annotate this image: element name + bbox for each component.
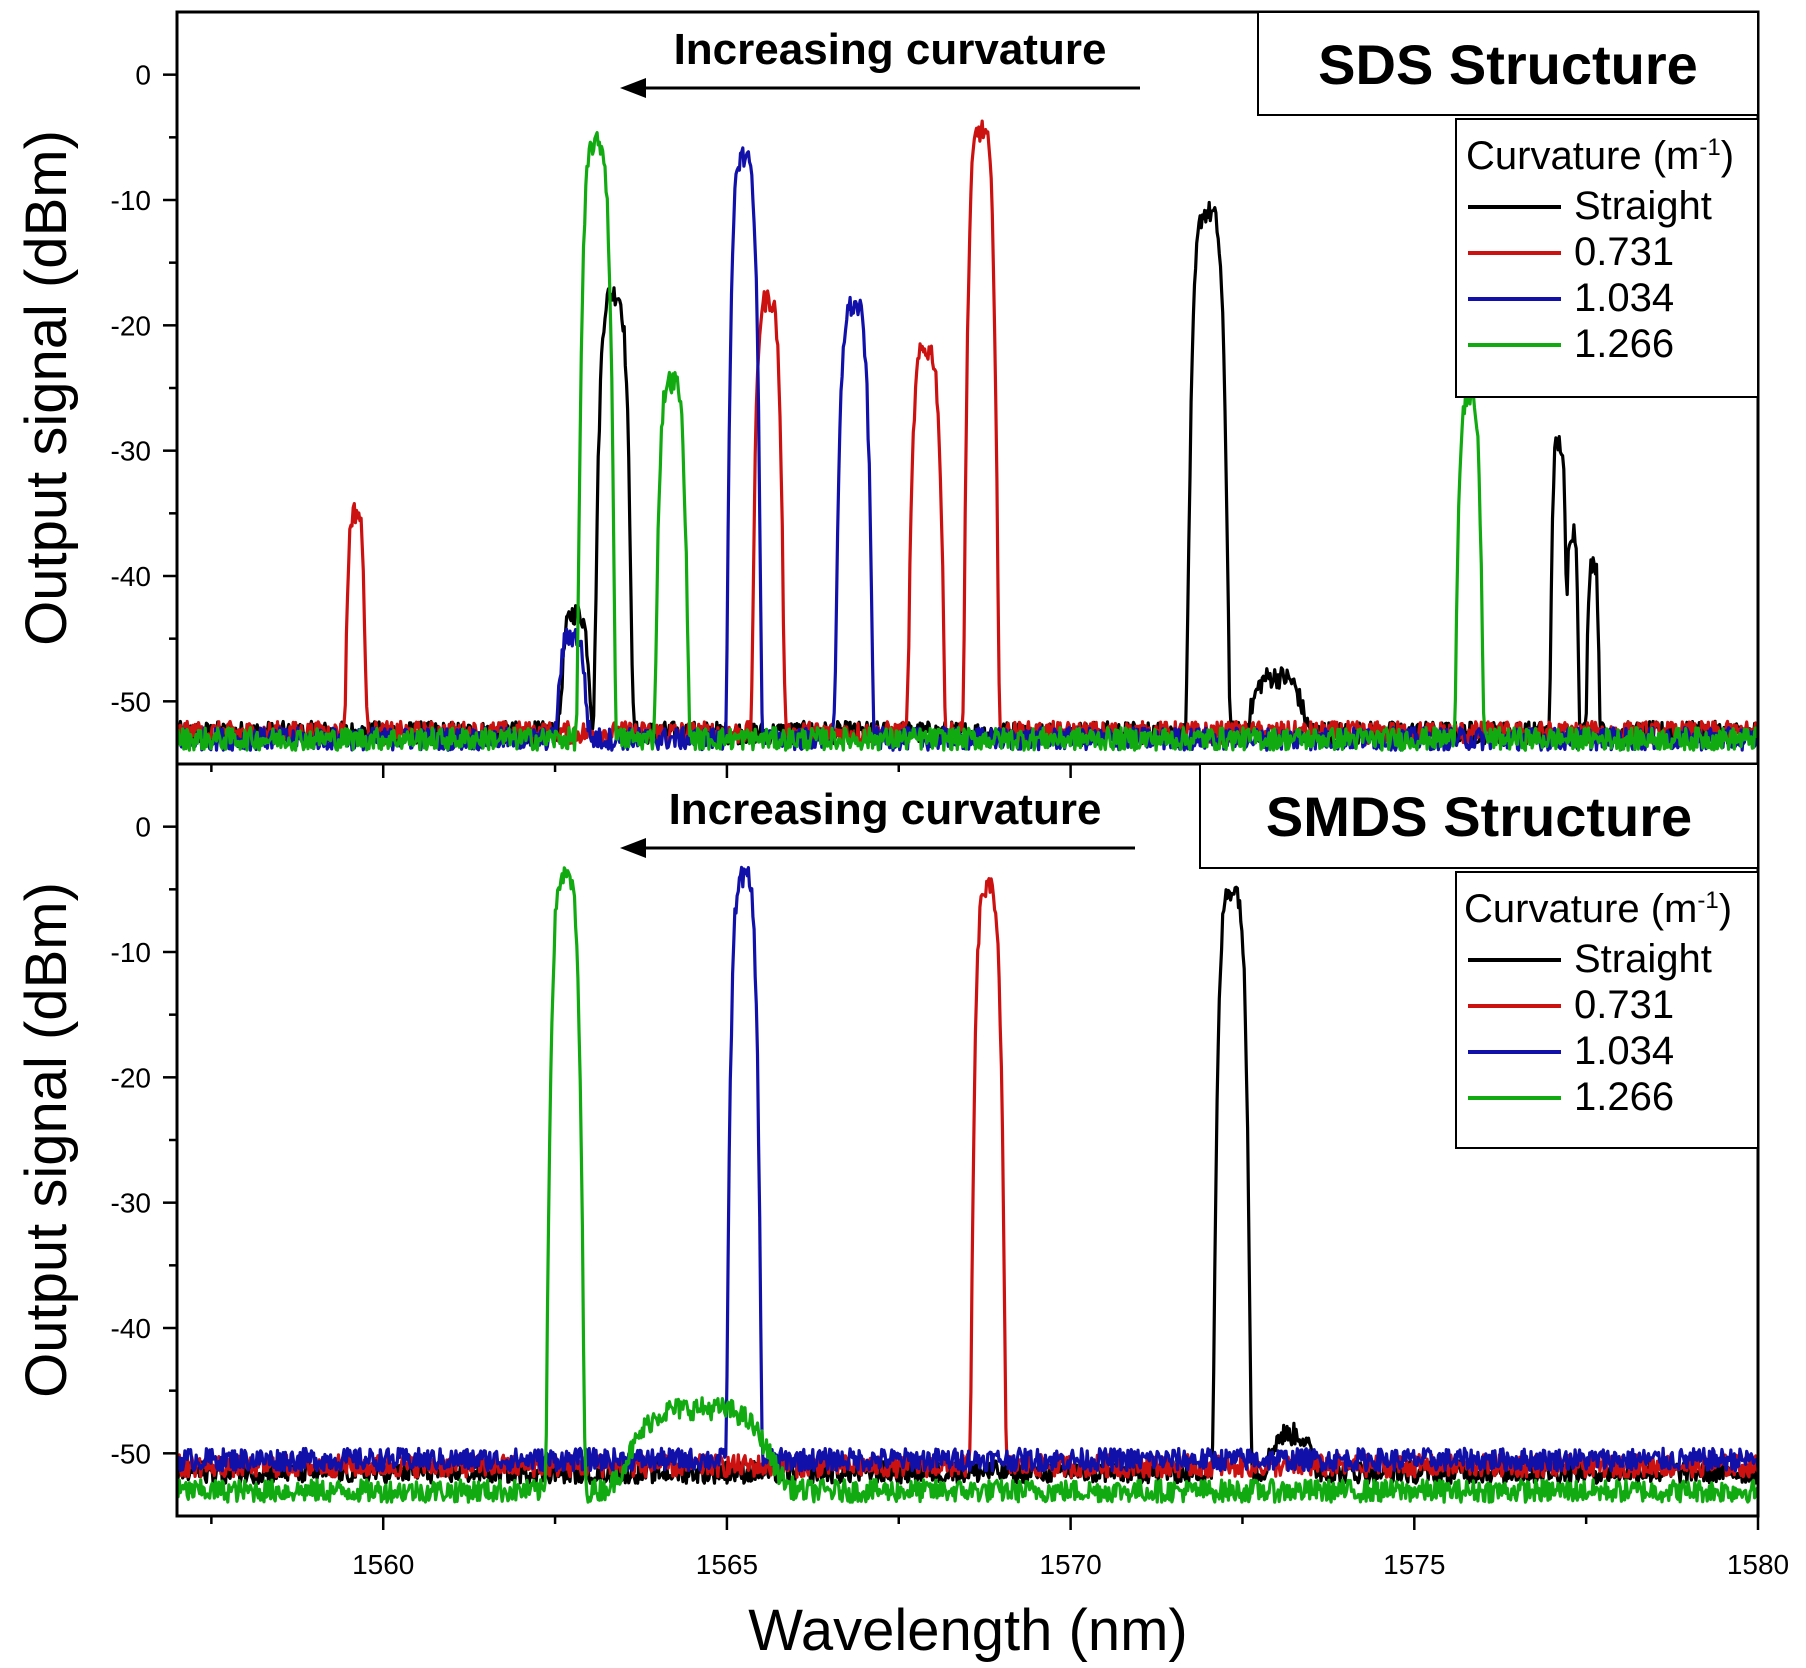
panel-sds: 0 -10 -20 -30 -40 -50 Output signal (dBm) Inc… — [14, 10, 1760, 778]
legend-label-sds-0-731: 0.731 — [1574, 230, 1674, 274]
series-line-smds-1-266 — [177, 866, 1758, 1504]
legend-label-sds-1-266: 1.266 — [1574, 322, 1674, 366]
y-tick-label-smds-10: -10 — [111, 937, 151, 968]
y-tick-label-sds-30: -30 — [111, 436, 151, 467]
legend-label-smds-1-266: 1.266 — [1574, 1075, 1674, 1119]
annotation-increasing-curvature-smds: Increasing curvature — [669, 785, 1102, 834]
y-ticks-smds: 0 -10 -20 -30 -40 -50 — [111, 812, 177, 1469]
title-box-sds — [1257, 11, 1759, 116]
legend-label-smds-0-731: 0.731 — [1574, 983, 1674, 1027]
panel-title-smds: SMDS Structure — [1266, 785, 1692, 848]
y-ticks-sds: 0 -10 -20 -30 -40 -50 — [111, 60, 177, 717]
y-tick-label-sds-20: -20 — [111, 310, 151, 341]
legend-box-smds — [1455, 871, 1759, 1149]
legend-label-smds-straight: Straight — [1574, 937, 1712, 981]
series-line-smds-1-034 — [177, 865, 1758, 1473]
x-tick-label-1560: 1560 — [352, 1549, 414, 1580]
y-tick-label-smds-40: -40 — [111, 1313, 151, 1344]
panel-smds: 0 -10 -20 -30 -40 -50 1560 1565 1570 1575 1580 Ou… — [14, 762, 1789, 1580]
y-tick-label-smds-20: -20 — [111, 1062, 151, 1093]
y-tick-label-smds-30: -30 — [111, 1188, 151, 1219]
y-tick-label-sds-0: 0 — [135, 60, 151, 91]
arrow-sds — [620, 78, 1140, 98]
y-tick-label-sds-10: -10 — [111, 185, 151, 216]
legend-label-sds-1-034: 1.034 — [1574, 276, 1674, 320]
legend-title-smds: Curvature (m-1) — [1464, 887, 1732, 931]
y-axis-title-sds: Output signal (dBm) — [14, 130, 79, 646]
x-tick-label-1580: 1580 — [1727, 1549, 1789, 1580]
panel-title-sds: SDS Structure — [1318, 33, 1698, 96]
y-tick-label-smds-50: -50 — [111, 1438, 151, 1469]
x-tick-label-1570: 1570 — [1039, 1549, 1101, 1580]
legend-title-sds: Curvature (m-1) — [1466, 134, 1734, 178]
x-tick-label-1565: 1565 — [696, 1549, 758, 1580]
series-line-sds-1-266 — [177, 131, 1758, 752]
legend-label-smds-1-034: 1.034 — [1574, 1029, 1674, 1073]
arrow-smds — [620, 838, 1135, 858]
traces-smds — [177, 865, 1758, 1504]
y-axis-title-smds: Output signal (dBm) — [14, 882, 79, 1398]
title-box-smds — [1199, 763, 1759, 869]
traces-sds — [177, 119, 1758, 752]
x-axis-title: Wavelength (nm) — [748, 1598, 1187, 1663]
y-tick-label-smds-0: 0 — [135, 812, 151, 843]
x-tick-label-1575: 1575 — [1383, 1549, 1445, 1580]
legend-box-sds — [1455, 118, 1759, 398]
annotation-increasing-curvature-sds: Increasing curvature — [674, 25, 1107, 74]
x-ticks-smds: 1560 1565 1570 1575 1580 — [210, 1516, 1789, 1580]
y-tick-label-sds-50: -50 — [111, 686, 151, 717]
legend-label-sds-straight: Straight — [1574, 184, 1712, 228]
y-tick-label-sds-40: -40 — [111, 561, 151, 592]
